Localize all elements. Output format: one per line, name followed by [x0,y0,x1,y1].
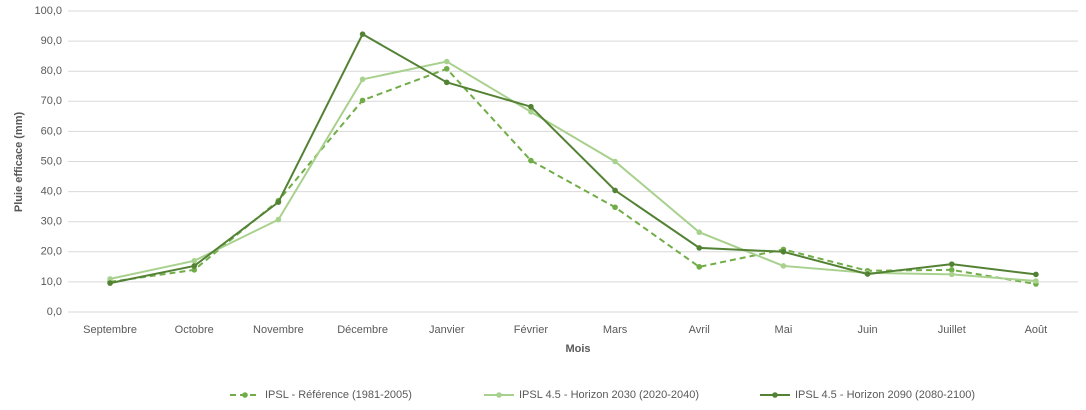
x-tick-label: Février [514,324,549,336]
x-tick-label: Juin [857,324,877,336]
point [107,276,113,282]
series-line [109,32,1037,285]
x-tick-label: Avril [689,324,710,336]
x-tick-label: Octobre [175,324,214,336]
y-tick-label: 40,0 [41,186,62,198]
point [612,204,618,211]
point [780,249,787,255]
y-tick-label: 90,0 [41,35,62,47]
point [948,271,955,278]
point [359,31,366,37]
point [107,280,113,286]
x-tick-label: Mars [603,324,628,336]
point [1033,278,1039,284]
point [443,79,450,86]
point [696,264,703,270]
y-tick-label: 30,0 [41,216,62,228]
x-tick-label: Mai [775,324,793,336]
legend-label: IPSL 4.5 - Horizon 2090 (2080-2100) [795,389,975,401]
y-tick-label: 20,0 [41,246,62,258]
point [275,216,282,223]
legend-marker [772,392,778,398]
x-tick-label: Janvier [429,324,465,336]
x-tick-label: Juillet [938,324,966,336]
y-tick-label: 10,0 [41,276,62,288]
y-tick-label: 50,0 [41,155,62,167]
point [443,58,450,65]
point [948,261,955,267]
point [780,263,787,269]
point [191,258,198,264]
point [359,97,366,104]
point [696,245,703,251]
point [528,109,534,115]
point [864,271,871,277]
y-axis-title: Pluie efficace (mm) [13,112,25,213]
legend-marker [242,392,248,398]
point [191,267,198,273]
point [191,263,198,269]
y-tick-label: 60,0 [41,125,62,137]
point [612,187,618,194]
point [696,229,703,236]
legend-label: IPSL 4.5 - Horizon 2030 (2020-2040) [519,389,699,401]
legend-marker [496,392,502,398]
legend-label: IPSL - Référence (1981-2005) [265,389,412,401]
point [528,103,534,110]
x-tick-label: Septembre [83,324,137,336]
y-tick-label: 70,0 [41,95,62,107]
point [948,267,955,273]
point [528,157,534,164]
x-tick-label: Décembre [337,324,388,336]
x-tick-label: Août [1025,324,1048,336]
point [1033,271,1039,278]
point [275,199,282,205]
point [443,65,450,72]
y-tick-label: 100,0 [34,5,62,17]
point [612,158,618,165]
series-line [109,60,1036,282]
y-tick-label: 80,0 [41,65,62,77]
y-tick-label: 0,0 [47,306,62,318]
x-tick-label: Novembre [253,324,304,336]
x-axis-title: Mois [565,343,590,355]
point [359,76,366,83]
